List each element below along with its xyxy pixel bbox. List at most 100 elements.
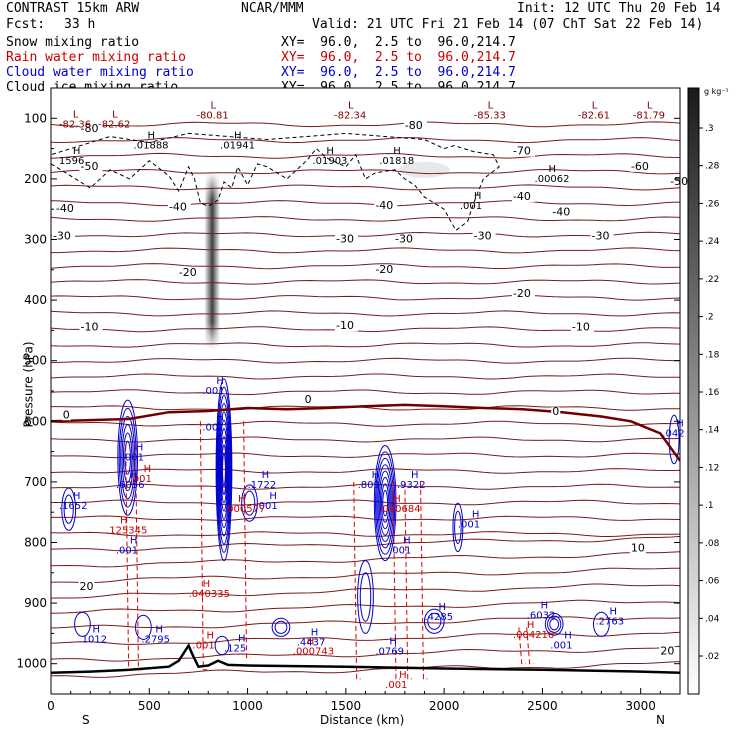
extremum-value: .001 [130, 474, 152, 485]
terrain-layer [51, 642, 680, 675]
cloud-water-contour [241, 484, 258, 522]
temperature-label-bg [335, 234, 359, 245]
colorbar-tick-label: .22 [705, 275, 719, 285]
fcst-label: Fcst: [6, 17, 46, 32]
temperature-contour-line [51, 645, 680, 662]
terrain-line [51, 642, 680, 675]
extremum-marker: H [269, 491, 277, 502]
temperature-contour-line [51, 515, 680, 521]
init-time: Init: 12 UTC Thu 20 Feb 14 [517, 1, 721, 16]
cloud-water-contour [271, 617, 291, 637]
extremum-value: .001 [116, 545, 138, 556]
temperature-label: -40 [375, 199, 393, 212]
extremum-marker: H [564, 631, 572, 642]
extremum-value: -82.61 [578, 110, 610, 121]
extremum-value: .001 [193, 641, 215, 652]
temperature-contour-line [51, 137, 680, 144]
x-axis-label: Distance (km) [320, 713, 405, 727]
temperature-label: -10 [572, 320, 590, 333]
temperature-label-bg [335, 321, 359, 332]
extremum-marker: L [348, 100, 354, 111]
extremum-marker: H [155, 624, 163, 635]
temperature-label: -60 [631, 160, 649, 173]
extremum-marker: H [73, 491, 81, 502]
y-tick-label: 1000 [16, 657, 47, 671]
colorbar-unit: g kg⁻¹ [704, 87, 729, 96]
cloud-water-contour [218, 411, 230, 529]
cloud-water-contour [357, 560, 374, 634]
cloud-water-contour [122, 432, 133, 483]
temperature-contour-line [51, 616, 680, 629]
extremum-value: .1652 [59, 501, 88, 512]
x-tick-label: 1000 [232, 699, 263, 713]
temperature-contour-line [51, 184, 680, 191]
temperature-label: -10 [80, 320, 98, 333]
temperature-label-bg [511, 289, 535, 300]
temperature-contour-line [51, 483, 680, 490]
extremum-value: .9322 [397, 480, 426, 491]
temperature-label-bg [590, 231, 614, 242]
cloud-water-contour [117, 399, 138, 516]
x-axis-right-end: N [656, 713, 665, 727]
rain-water-contour [243, 421, 251, 659]
extremum-marker: H [411, 470, 419, 481]
x-axis-left-end: S [82, 713, 90, 727]
x-tick-label: 3000 [625, 699, 656, 713]
cloud-water-contour [382, 489, 389, 517]
temperature-label: 10 [631, 542, 645, 555]
extremum-marker: L [488, 100, 494, 111]
temperature-contour-line [51, 389, 680, 396]
temperature-label: -40 [56, 202, 74, 215]
temperature-contour-line [51, 168, 680, 175]
colorbar-tick-label: .08 [705, 539, 720, 549]
extremum-marker: H [541, 600, 549, 611]
extremum-value: .01818 [379, 156, 414, 167]
temperature-label: -30 [592, 230, 610, 243]
rain-water-contour [420, 481, 428, 680]
x-tick-label: 2500 [527, 699, 558, 713]
rain-water-contour [353, 481, 361, 680]
colorbar-tick-label: .16 [705, 388, 720, 398]
extremum-marker: H [120, 515, 128, 526]
extremum-marker: H [238, 634, 246, 645]
temperature-contour-line [51, 357, 680, 364]
temperature-label: -30 [53, 230, 71, 243]
extremum-value: -81.79 [633, 110, 665, 121]
cloud-water-contour [376, 457, 395, 549]
extremum-marker: L [112, 109, 118, 120]
colorbar-tick-label: .18 [705, 350, 720, 360]
temperature-label-bg [79, 124, 103, 135]
valid-time: Valid: 21 UTC Fri 21 Feb 14 (07 ChT Sat … [312, 17, 704, 32]
y-tick-label: 800 [24, 536, 47, 550]
temperature-contour-line [51, 121, 680, 128]
temperature-contour-line [51, 231, 680, 238]
colorbar: .3 .28 .26 .24 .22 .2 .18 .16 .14 .12 .1 .08 .06 .04.… [687, 87, 720, 695]
temperature-label-bg [61, 410, 71, 421]
temperature-label: -50 [80, 160, 98, 173]
extremum-marker: H [93, 624, 101, 635]
extremum-value: .2763 [595, 616, 624, 627]
y-tick-label: 400 [24, 293, 47, 307]
temperature-contour-line [51, 152, 680, 159]
extremum-marker: H [393, 146, 401, 157]
colorbar-tick-label: .04 [705, 614, 720, 624]
temperature-contour-line [51, 216, 680, 222]
colorbar-tick-label: .06 [705, 577, 720, 587]
temperature-contour-line [51, 599, 680, 614]
x-tick-label: 500 [138, 699, 161, 713]
extremum-value: .01941 [220, 141, 255, 152]
extremum-value: .809 [358, 480, 380, 491]
y-tick-label: 300 [24, 233, 47, 247]
extremum-value: .001 [385, 680, 407, 691]
colorbar-ramp [687, 87, 700, 695]
extremum-value: .1722 [248, 480, 277, 491]
temperature-label: 0 [63, 408, 70, 421]
colorbar-tick-label: .28 [705, 162, 720, 172]
x-tick-label: 1500 [331, 699, 362, 713]
colorbar-tick-label: .2 [705, 313, 714, 323]
y-tick-label: 700 [24, 475, 47, 489]
cloud-water-contour [452, 502, 464, 553]
temperature-contour-line [51, 279, 680, 285]
colorbar-tick-label: .14 [705, 426, 720, 436]
extremum-value: .6056 [116, 480, 145, 491]
